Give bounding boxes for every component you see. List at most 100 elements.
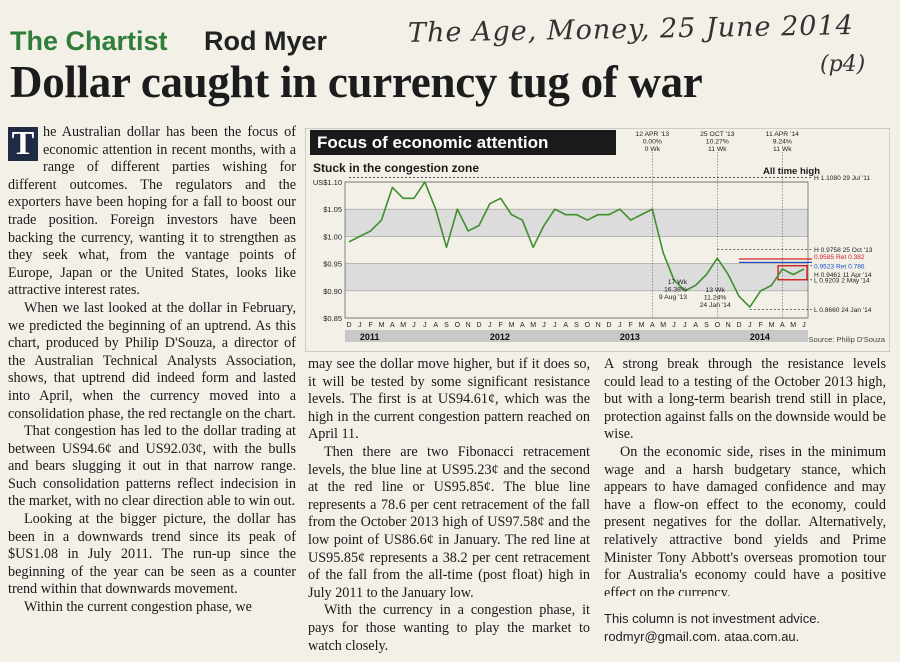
year-label: 2014 — [750, 332, 770, 342]
paragraph-text: A strong break through the resistance le… — [604, 356, 886, 443]
chart-annotation: 25 OCT '13 — [700, 131, 735, 138]
x-tick-label: S — [574, 322, 579, 329]
x-tick-label: J — [683, 322, 687, 329]
year-label: 2011 — [360, 332, 380, 342]
level-label: H 0.9461 11 Apr '14 — [814, 272, 872, 279]
handwritten-page: (p4) — [820, 52, 866, 77]
plot-frame — [344, 181, 809, 319]
paragraph: Then there are two Fibonacci retracement… — [308, 444, 590, 602]
paragraph-text: With the currency in a congestion phase,… — [308, 602, 590, 654]
paragraph: When we last looked at the dollar in Feb… — [8, 300, 296, 423]
x-tick-label: M — [769, 322, 775, 329]
x-tick-label: D — [606, 322, 611, 329]
congestion-box — [777, 265, 808, 281]
chart-annotation: 11 APR '14 — [766, 131, 800, 138]
x-tick-label: M — [639, 322, 645, 329]
x-tick-label: J — [802, 322, 806, 329]
paragraph: Within the current congestion phase, we — [8, 599, 296, 617]
paragraph-text: may see the dollar move higher, but if i… — [308, 356, 590, 443]
column: may see the dollar move higher, but if i… — [308, 356, 590, 660]
chart-annotation: 0 Wk — [645, 146, 661, 153]
x-tick-label: J — [488, 322, 492, 329]
paragraph-text: That congestion has led to the dollar tr… — [8, 423, 296, 510]
x-tick-label: A — [780, 322, 785, 329]
plot-band — [345, 209, 808, 237]
byline: Rod Myer — [204, 26, 328, 56]
price-line — [348, 181, 805, 308]
chart: Focus of economic attention Stuck in the… — [305, 128, 890, 352]
paragraph: On the economic side, rises in the minim… — [604, 444, 886, 596]
chart-subtitle: Stuck in the congestion zone — [313, 161, 479, 175]
y-tick-label: US$1.10 — [313, 178, 342, 187]
chart-annotation: 9 Aug '13 — [659, 294, 687, 301]
x-tick-label: F — [759, 322, 763, 329]
kicker: The Chartist — [10, 26, 168, 56]
x-tick-label: F — [629, 322, 633, 329]
chart-title: Focus of economic attention — [317, 133, 548, 152]
year-label: 2013 — [620, 332, 640, 342]
chart-annotation: 0.00% — [643, 139, 662, 146]
x-tick-label: M — [379, 322, 385, 329]
x-tick-label: A — [563, 322, 568, 329]
x-tick-label: J — [618, 322, 622, 329]
x-tick-label: N — [596, 322, 601, 329]
chart-source: Source: Philip D'Souza — [809, 335, 886, 344]
x-tick-label: O — [455, 322, 461, 329]
paragraph-text: he Australian dollar has been the focus … — [8, 124, 296, 299]
level-label: 0.9585 Ret 0.382 — [814, 254, 865, 261]
chart-annotation: 12 APR '13 — [635, 131, 669, 138]
x-tick-label: M — [530, 322, 536, 329]
paragraph: A strong break through the resistance le… — [604, 356, 886, 444]
chart-annotation: 17 Wk — [668, 279, 688, 286]
paragraph: may see the dollar move higher, but if i… — [308, 356, 590, 444]
year-band — [345, 330, 808, 342]
y-tick-label: $1.00 — [323, 232, 342, 241]
x-tick-label: M — [660, 322, 666, 329]
drop-cap: T — [8, 127, 38, 161]
x-tick-label: J — [423, 322, 427, 329]
x-tick-label: J — [553, 322, 557, 329]
x-tick-label: M — [400, 322, 406, 329]
chart-annotation: 16.38% — [664, 287, 687, 294]
level-label: L 0.8660 24 Jan '14 — [814, 307, 872, 314]
paragraph: Looking at the bigger picture, the dolla… — [8, 511, 296, 599]
y-tick-label: $0.85 — [323, 314, 342, 323]
x-tick-label: J — [748, 322, 752, 329]
x-tick-label: O — [715, 322, 721, 329]
chart-annotation: 11 Wk — [773, 146, 792, 153]
y-tick-label: $0.95 — [323, 260, 342, 269]
paragraph-text: Within the current congestion phase, we — [24, 599, 252, 616]
paragraph-text: When we last looked at the dollar in Feb… — [8, 299, 296, 422]
x-tick-label: A — [433, 322, 438, 329]
x-tick-label: M — [790, 322, 796, 329]
chart-annotation: 24 Jan '14 — [700, 302, 731, 309]
x-tick-label: S — [704, 322, 709, 329]
x-tick-label: S — [444, 322, 449, 329]
x-tick-label: F — [369, 322, 373, 329]
paragraph-text: Looking at the bigger picture, the dolla… — [8, 511, 296, 598]
x-tick-label: A — [520, 322, 525, 329]
x-tick-label: J — [542, 322, 546, 329]
level-label: H 0.9758 25 Oct '13 — [814, 247, 873, 254]
chart-annotation: 11.24% — [704, 295, 727, 302]
x-tick-label: D — [346, 322, 351, 329]
x-tick-label: D — [476, 322, 481, 329]
y-tick-label: $0.90 — [323, 287, 342, 296]
x-tick-label: J — [358, 322, 362, 329]
x-tick-label: F — [499, 322, 503, 329]
contact: rodmyr@gmail.com. ataa.com.au. — [604, 629, 800, 644]
x-tick-label: A — [390, 322, 395, 329]
level-label: H 1.1080 29 Jul '11 — [814, 175, 870, 182]
level-label: L 0.9203 2 May '14 — [814, 277, 870, 284]
column: A strong break through the resistance le… — [604, 356, 886, 596]
disclaimer: This column is not investment advice. — [604, 611, 821, 626]
paragraph-text: On the economic side, rises in the minim… — [604, 443, 886, 596]
paragraph-text: Then there are two Fibonacci retracement… — [308, 443, 590, 601]
chart-annotation: 11 Wk — [708, 146, 727, 153]
year-label: 2012 — [490, 332, 510, 342]
x-tick-label: A — [650, 322, 655, 329]
